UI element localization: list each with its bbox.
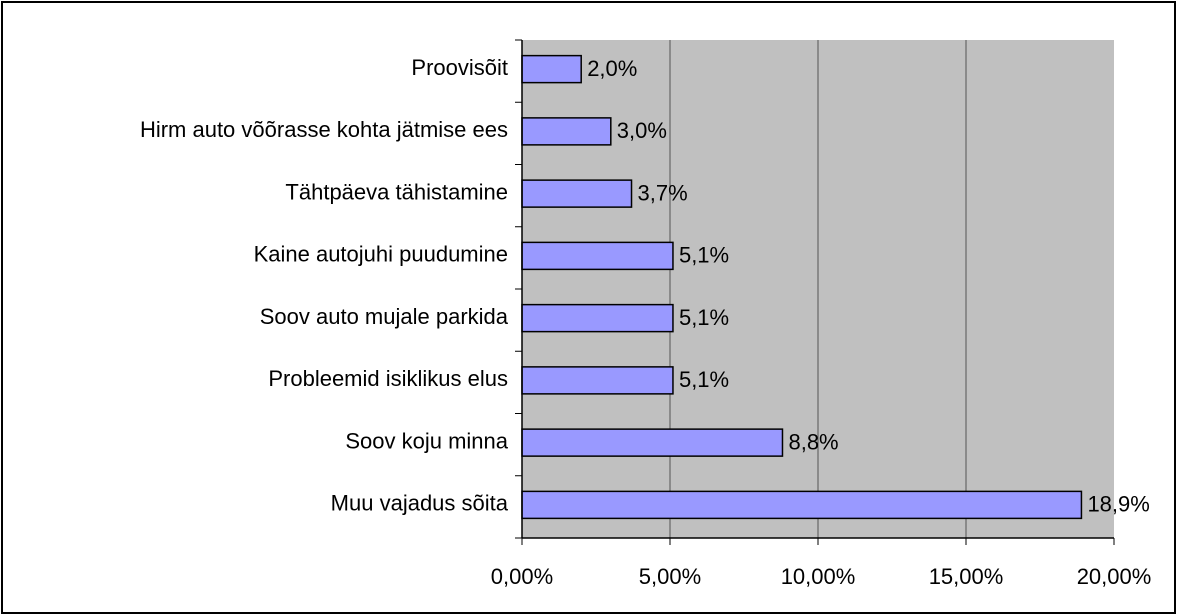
bar	[521, 366, 674, 395]
bar	[521, 303, 674, 333]
x-tick-label: 0,00%	[491, 564, 553, 589]
value-label: 5,1%	[679, 243, 729, 268]
y-tick-label: Soov auto mujale parkida	[260, 304, 509, 329]
bar	[521, 490, 1083, 520]
y-tick-label: Muu vajadus sõita	[331, 491, 509, 516]
y-tick-label: Hirm auto võõrasse kohta jätmise ees	[140, 117, 508, 142]
bar	[521, 428, 784, 457]
bar	[521, 241, 674, 271]
y-tick-label: Probleemid isiklikus elus	[268, 366, 508, 391]
x-tick-label: 20,00%	[1077, 564, 1152, 589]
value-label: 8,8%	[788, 429, 838, 454]
y-tick-label: Proovisõit	[411, 55, 508, 80]
x-tick-label: 10,00%	[781, 564, 856, 589]
x-tick-label: 5,00%	[639, 564, 701, 589]
bar	[521, 54, 582, 84]
value-label: 3,7%	[638, 180, 688, 205]
value-label: 3,0%	[617, 118, 667, 143]
value-label: 2,0%	[587, 56, 637, 81]
value-label: 5,1%	[679, 367, 729, 392]
bar	[521, 179, 633, 208]
value-label: 18,9%	[1087, 492, 1149, 517]
y-tick-label: Soov koju minna	[345, 428, 508, 453]
x-tick-label: 15,00%	[929, 564, 1004, 589]
bar	[521, 117, 612, 146]
y-tick-label: Tähtpäeva tähistamine	[285, 179, 508, 204]
y-tick-label: Kaine autojuhi puudumine	[254, 242, 508, 267]
value-label: 5,1%	[679, 305, 729, 330]
